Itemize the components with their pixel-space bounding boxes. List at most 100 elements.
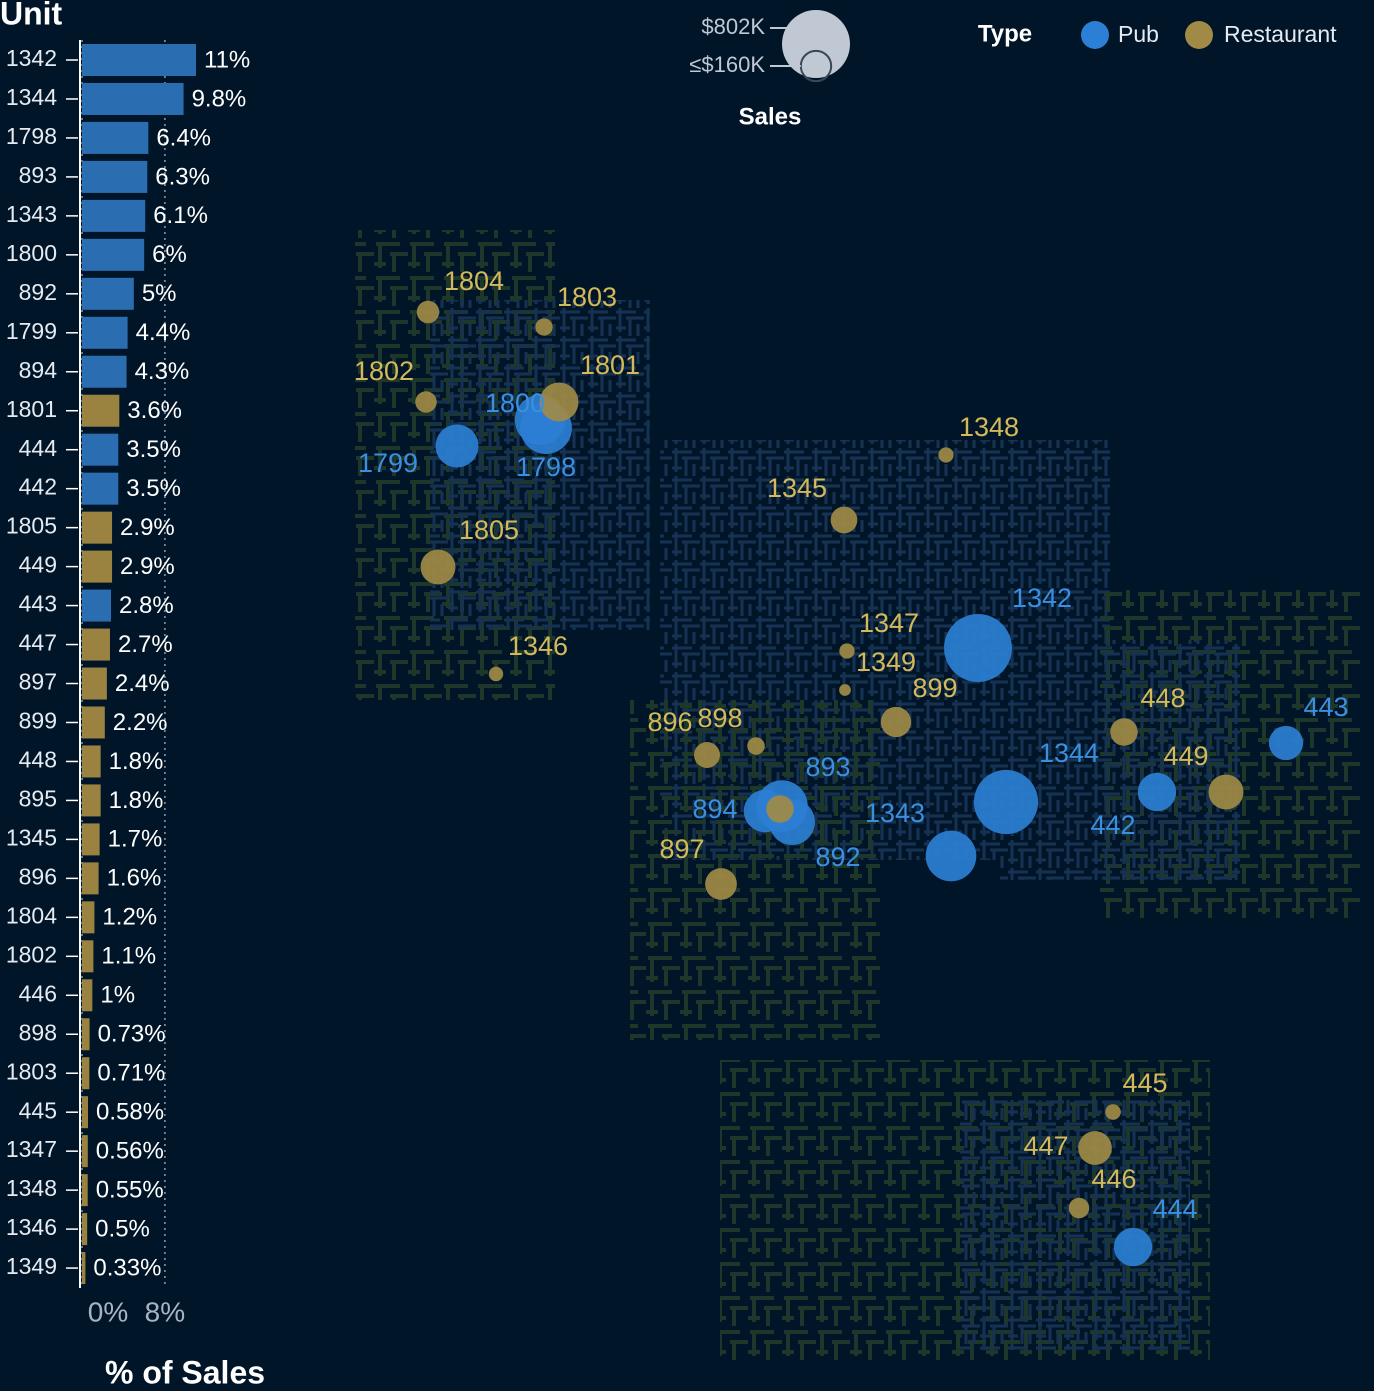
bar	[82, 823, 100, 856]
bubble-label: 443	[1303, 692, 1348, 722]
y-axis-title: Unit	[0, 0, 63, 31]
y-tick-label: 445	[19, 1097, 57, 1123]
bar	[82, 433, 119, 466]
bar-value-label: 3.5%	[126, 436, 181, 463]
bubble-label: 1344	[1039, 738, 1099, 768]
bubble-label: 449	[1163, 741, 1208, 771]
bubble-label: 1349	[856, 647, 916, 677]
bar	[82, 745, 101, 778]
bar-value-label: 6.3%	[155, 163, 210, 190]
bar-value-label: 5%	[142, 280, 177, 307]
bubble	[1068, 1197, 1090, 1219]
bubble-label: 1342	[1012, 583, 1072, 613]
bubble	[415, 391, 437, 413]
y-tick-label: 1349	[6, 1253, 57, 1279]
bar	[82, 1057, 90, 1090]
bubble	[1078, 1131, 1112, 1165]
y-tick-label: 898	[19, 1019, 57, 1045]
bubble	[839, 643, 855, 659]
bar-value-label: 6.1%	[153, 202, 208, 229]
bar-value-label: 2.4%	[115, 670, 170, 697]
bubble-label: 1347	[859, 608, 919, 638]
y-tick-label: 896	[19, 863, 57, 889]
bubble	[747, 737, 765, 755]
bar	[82, 511, 113, 544]
bar-value-label: 0.5%	[95, 1215, 150, 1242]
bubble-label: 1803	[557, 282, 617, 312]
bar-value-label: 0.73%	[98, 1021, 166, 1048]
bar-value-label: 0.33%	[93, 1254, 161, 1281]
bar	[82, 199, 146, 232]
y-tick-label: 895	[19, 786, 57, 812]
bubble	[1105, 1104, 1121, 1120]
y-tick-label: 1804	[6, 902, 57, 928]
bubble-label: 1798	[516, 452, 576, 482]
bubble-label: 1801	[580, 350, 640, 380]
y-tick-label: 1342	[6, 45, 57, 71]
y-tick-label: 1805	[6, 513, 57, 539]
bar-value-label: 6%	[152, 241, 187, 268]
bar-value-label: 3.6%	[127, 397, 182, 424]
legend-title: Type	[978, 20, 1032, 47]
legend-swatch	[1185, 21, 1213, 49]
bar-value-label: 0.58%	[96, 1099, 164, 1126]
bar-value-label: 3.5%	[126, 475, 181, 502]
bubble-label: 448	[1140, 683, 1185, 713]
y-tick-label: 897	[19, 669, 57, 695]
y-tick-label: 1801	[6, 396, 57, 422]
bubble	[420, 549, 456, 585]
y-tick-label: 443	[19, 591, 57, 617]
bar-value-label: 1.2%	[102, 904, 157, 931]
bubble	[1268, 725, 1304, 761]
x-axis-title: % of Sales	[105, 1354, 265, 1390]
bubble-label: 897	[659, 834, 704, 864]
bubble-label: 1802	[354, 356, 414, 386]
bar	[82, 1174, 88, 1207]
bubble	[539, 382, 579, 422]
bar	[82, 901, 95, 934]
y-tick-label: 1799	[6, 318, 57, 344]
bar-value-label: 1.8%	[109, 787, 164, 814]
bubble-label: 444	[1152, 1194, 1197, 1224]
bar	[82, 394, 120, 427]
bar	[82, 706, 105, 739]
bubble	[1113, 1227, 1153, 1267]
bar-value-label: 4.4%	[136, 319, 191, 346]
bar	[82, 1096, 89, 1129]
bar	[82, 82, 184, 115]
bar	[82, 44, 196, 76]
bubble-label: 447	[1023, 1131, 1068, 1161]
y-tick-label: 1800	[6, 240, 57, 266]
y-tick-label: 1803	[6, 1058, 57, 1084]
bubble	[535, 318, 553, 336]
bar-value-label: 2.7%	[118, 631, 173, 658]
y-tick-label: 1344	[6, 84, 57, 110]
bubble	[435, 424, 479, 468]
x-tick-label: 0%	[88, 1296, 128, 1327]
y-tick-label: 1798	[6, 123, 57, 149]
bubble-label: 1799	[358, 448, 418, 478]
y-tick-label: 1345	[6, 824, 57, 850]
bubble	[880, 706, 912, 738]
bar-value-label: 1.1%	[101, 943, 156, 970]
y-tick-label: 444	[19, 435, 58, 461]
bar-value-label: 1%	[100, 982, 135, 1009]
bubble-label: 1805	[459, 515, 519, 545]
size-legend-title: Sales	[739, 103, 802, 130]
size-legend-label: ≤$160K	[689, 52, 765, 77]
bar	[82, 160, 148, 193]
bar	[82, 121, 149, 154]
bubble	[1110, 718, 1138, 746]
bubble	[830, 506, 858, 534]
y-tick-label: 1346	[6, 1214, 57, 1240]
bubble-label: 1348	[959, 412, 1019, 442]
map-background	[355, 230, 1360, 1360]
y-tick-label: 442	[19, 474, 57, 500]
bar-value-label: 2.9%	[120, 553, 175, 580]
y-tick-label: 1343	[6, 201, 57, 227]
bar	[82, 472, 119, 505]
bar-value-label: 9.8%	[192, 85, 247, 112]
bubble	[488, 666, 504, 682]
